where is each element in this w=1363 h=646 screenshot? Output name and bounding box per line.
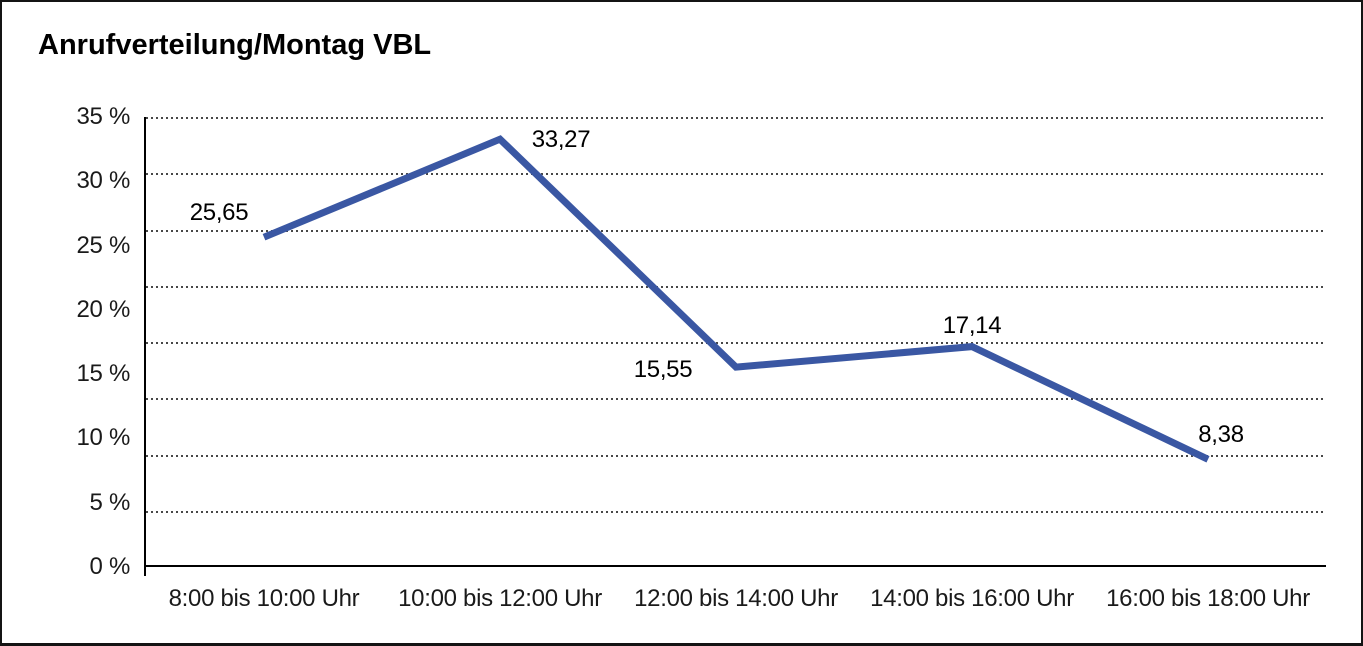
series-line <box>262 135 1210 463</box>
gridline <box>146 117 1325 119</box>
y-tick-label: 30 % <box>76 167 130 195</box>
gridline <box>146 510 1325 513</box>
y-tick-label: 5 % <box>89 488 131 516</box>
y-tick-label: 35 % <box>76 103 130 130</box>
data-point-label: 33,27 <box>531 126 591 154</box>
y-tick-label: 0 % <box>89 553 131 580</box>
gridline <box>146 229 1325 232</box>
data-point-label: 8,38 <box>1198 421 1244 449</box>
y-tick-label: 25 % <box>76 231 130 259</box>
gridline <box>146 285 1325 288</box>
gridline <box>146 342 1325 344</box>
line-series <box>262 135 1210 463</box>
gridline <box>146 173 1325 176</box>
x-tick-label: 10:00 bis 12:00 Uhr <box>398 585 602 612</box>
plot-area <box>146 117 1326 567</box>
data-point-label: 17,14 <box>942 311 1002 339</box>
x-tick-label: 12:00 bis 14:00 Uhr <box>634 585 838 612</box>
x-tick-label: 14:00 bis 16:00 Uhr <box>870 585 1074 612</box>
chart-title: Anrufverteilung/Montag VBL <box>38 29 432 61</box>
gridline <box>146 398 1325 401</box>
y-axis-line <box>144 117 146 576</box>
x-tick-label: 16:00 bis 18:00 Uhr <box>1106 585 1310 612</box>
y-tick-label: 10 % <box>76 424 130 452</box>
data-point-label: 15,55 <box>633 356 693 384</box>
x-axis-line <box>144 565 1326 567</box>
data-point-label: 25,65 <box>189 199 249 227</box>
x-tick-label: 8:00 bis 10:00 Uhr <box>168 585 360 612</box>
y-tick-label: 20 % <box>76 295 130 323</box>
gridline <box>146 454 1325 457</box>
y-tick-label: 15 % <box>76 360 130 388</box>
